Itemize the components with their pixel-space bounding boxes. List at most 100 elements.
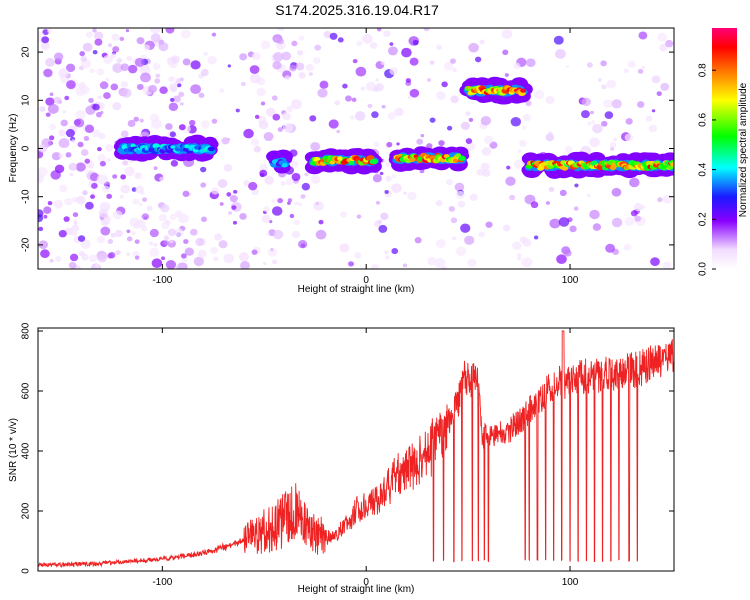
- spectrogram-blob: [373, 86, 379, 93]
- spectrogram-blob: [92, 28, 97, 33]
- spectrogram-blob: [89, 68, 95, 74]
- spectrogram-blob: [251, 249, 258, 255]
- spectrogram-blob: [265, 107, 276, 117]
- spectrogram-blob: [479, 39, 485, 45]
- spectrogram-blob: [235, 108, 240, 113]
- spectrogram-blob: [38, 226, 44, 232]
- spectrogram-blob: [88, 163, 95, 169]
- spectrogram-blob: [49, 258, 54, 263]
- spectrogram-blob: [553, 35, 564, 45]
- spectrogram-blob: [310, 174, 321, 184]
- spectrogram-blob: [168, 102, 179, 111]
- spectrogram-blob: [207, 56, 217, 65]
- spectrogram-blob: [262, 261, 267, 266]
- spectrogram-blob: [170, 160, 179, 167]
- spectrogram-blob: [238, 252, 250, 262]
- spectrogram-blob: [405, 78, 411, 83]
- spectrogram-blob: [352, 58, 358, 64]
- spectrogram-blob: [450, 217, 458, 224]
- spectrogram-blob: [380, 60, 386, 65]
- spectrogram-blob: [375, 200, 381, 205]
- spectrogram-blob: [482, 169, 491, 177]
- spectrogram-blob: [277, 197, 284, 204]
- spectrogram-blob: [58, 229, 67, 238]
- spectrogram-blob: [589, 209, 600, 220]
- spectrogram-blob: [158, 42, 169, 52]
- spectrogram-blob: [89, 254, 98, 263]
- spectrogram-blob: [126, 55, 133, 62]
- spectrogram-blob: [120, 81, 129, 88]
- spectrogram-blob: [637, 68, 644, 74]
- spectrogram-blob: [88, 97, 94, 103]
- spectrogram-blob: [294, 201, 299, 206]
- spectrogram-blob: [369, 41, 378, 49]
- spectrogram-y-axis-label: Frequency (Hz): [8, 114, 19, 183]
- spectrogram-blob: [319, 80, 329, 89]
- spectrogram-blob: [58, 153, 64, 159]
- spectrogram-blob: [219, 202, 224, 206]
- spectrogram-blob: [92, 50, 98, 55]
- spectrogram-blob: [148, 84, 158, 93]
- spectrogram-blob: [305, 63, 314, 72]
- snr-y-tick-label: 600: [21, 382, 32, 399]
- spectrogram-blob: [293, 219, 300, 226]
- spectrogram-blob: [181, 253, 187, 259]
- spectrogram-blob: [174, 228, 184, 237]
- spectrogram-blob: [657, 197, 663, 203]
- spectrogram-blob: [68, 162, 78, 171]
- spectrogram-blob: [629, 177, 640, 188]
- spectrogram-blob: [79, 51, 86, 57]
- spectrogram-blob: [272, 113, 281, 121]
- spectrogram-blob: [287, 198, 293, 203]
- spectrogram-blob: [389, 67, 398, 76]
- spectrogram-blob: [474, 56, 482, 63]
- spectrogram-blob: [580, 110, 590, 119]
- spectrogram-blob: [95, 263, 100, 268]
- spectrogram-blob: [233, 189, 238, 194]
- spectrogram-blob: [105, 77, 110, 82]
- spectrogram-blob: [304, 172, 309, 177]
- spectrogram-blob: [259, 172, 265, 178]
- colorbar-gradient: [712, 28, 737, 269]
- spectrogram-blob: [190, 228, 198, 236]
- spectrogram-blob: [126, 252, 131, 257]
- spectrogram-blob: [391, 174, 397, 179]
- spectrogram-blob: [367, 103, 373, 109]
- spectrogram-blob: [334, 100, 340, 106]
- spectrogram-blob: [280, 181, 286, 186]
- spectrogram-blob: [151, 119, 163, 130]
- spectrogram-ridge-cell: [458, 155, 466, 161]
- spectrogram-blob: [563, 249, 572, 257]
- spectrogram-blob: [345, 95, 352, 102]
- spectrogram-blob: [467, 258, 477, 268]
- snr-x-tick-label: 0: [363, 577, 369, 588]
- spectrogram-blob: [601, 84, 607, 90]
- spectrogram-blob: [611, 187, 622, 197]
- spectrogram-blob: [444, 61, 454, 71]
- spectrogram-blob: [545, 95, 555, 105]
- spectrogram-blob: [176, 262, 188, 269]
- spectrogram-blob: [98, 209, 109, 218]
- spectrogram-blob: [153, 243, 158, 247]
- spectrogram-ridge-cell: [520, 88, 527, 93]
- spectrogram-blob: [223, 253, 235, 264]
- spectrogram-blob: [457, 200, 466, 208]
- spectrogram-blob: [112, 102, 122, 111]
- snr-x-tick-label: 100: [562, 577, 579, 588]
- spectrogram-blob: [559, 189, 567, 197]
- spectrogram-blob: [530, 201, 539, 209]
- spectrogram-blob: [589, 110, 594, 115]
- spectrogram-blob: [328, 119, 339, 129]
- spectrogram-blob: [63, 216, 70, 222]
- snr-y-axis-label: SNR (10 * v/v): [8, 418, 19, 482]
- spectrogram-blob: [517, 149, 522, 153]
- spectrogram-blob: [95, 111, 102, 118]
- spectrogram-blob: [47, 200, 53, 206]
- spectrogram-blob: [97, 154, 106, 162]
- spectrogram-y-tick-label: -20: [21, 237, 32, 252]
- spectrogram-blob: [218, 240, 228, 249]
- spectrogram-blob: [173, 95, 181, 103]
- spectrogram-blob: [469, 193, 478, 202]
- spectrogram-blob: [555, 49, 566, 59]
- spectrogram-blob: [96, 174, 108, 185]
